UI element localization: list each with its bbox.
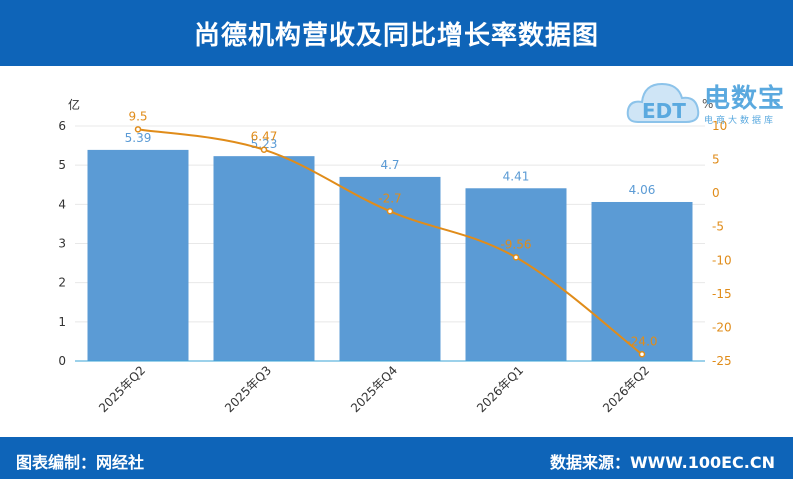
y-right-tick-label: 10: [712, 119, 727, 133]
logo-main-text: 电数宝: [704, 84, 786, 114]
y-left-tick-label: 2: [58, 276, 66, 290]
x-tick-label: 2025年Q3: [222, 363, 274, 415]
line-point: [386, 208, 394, 215]
y-right-tick-label: -25: [712, 354, 732, 368]
y-left-tick-label: 1: [58, 315, 66, 329]
logo-badge-text: EDT: [642, 99, 686, 123]
bar-data-label: 5.39: [125, 131, 152, 145]
cloud-logo-icon: EDT: [626, 82, 700, 123]
y-right-tick-label: -20: [712, 320, 732, 334]
bar-data-label: 4.06: [629, 183, 656, 197]
line-data-label: 9.5: [128, 109, 147, 123]
y-left-tick-label: 6: [58, 119, 66, 133]
line-point: [638, 351, 646, 358]
page-title: 尚德机构营收及同比增长率数据图: [193, 20, 599, 51]
y-left-tick-label: 3: [58, 237, 66, 251]
bar-data-label: 4.41: [503, 169, 530, 183]
footer-bar: 图表编制：网经社 数据来源：WWW.100EC.CN: [0, 437, 793, 479]
y-left-tick-label: 0: [58, 354, 66, 368]
line-data-label: -9.56: [500, 237, 531, 251]
footer-credit: 图表编制：网经社: [16, 453, 145, 472]
line-point: [512, 254, 520, 261]
line-point: [260, 146, 268, 153]
x-tick-label: 2026年Q1: [474, 363, 526, 415]
bar: [87, 149, 189, 361]
x-tick-label: 2025年Q2: [96, 363, 148, 415]
bar: [339, 176, 441, 361]
x-tick-label: 2025年Q4: [348, 363, 400, 415]
y-right-tick-label: 0: [712, 186, 720, 200]
y-right-unit: %: [702, 97, 713, 111]
y-right-tick-label: -15: [712, 287, 732, 301]
bar: [465, 188, 567, 361]
header-bar: 尚德机构营收及同比增长率数据图: [0, 0, 793, 66]
bar: [591, 201, 693, 361]
y-right-tick-label: 5: [712, 153, 720, 167]
footer-source: 数据来源：WWW.100EC.CN: [549, 453, 775, 472]
x-tick-label: 2026年Q2: [600, 363, 652, 415]
y-left-unit: 亿: [68, 97, 80, 112]
bar-data-label: 4.7: [380, 158, 399, 172]
bar: [213, 156, 315, 361]
y-right-tick-label: -10: [712, 253, 732, 267]
logo: EDT 电数宝 电商大数据库: [624, 72, 789, 132]
logo-sub-text: 电商大数据库: [704, 116, 777, 126]
line-data-label: 6.47: [251, 130, 278, 144]
line-data-label: -2.7: [378, 191, 401, 205]
y-left-tick-label: 5: [58, 158, 66, 172]
line-point: [134, 126, 142, 133]
line-data-label: -24.0: [626, 334, 657, 348]
y-right-tick-label: -5: [712, 220, 724, 234]
y-left-tick-label: 4: [58, 197, 66, 211]
